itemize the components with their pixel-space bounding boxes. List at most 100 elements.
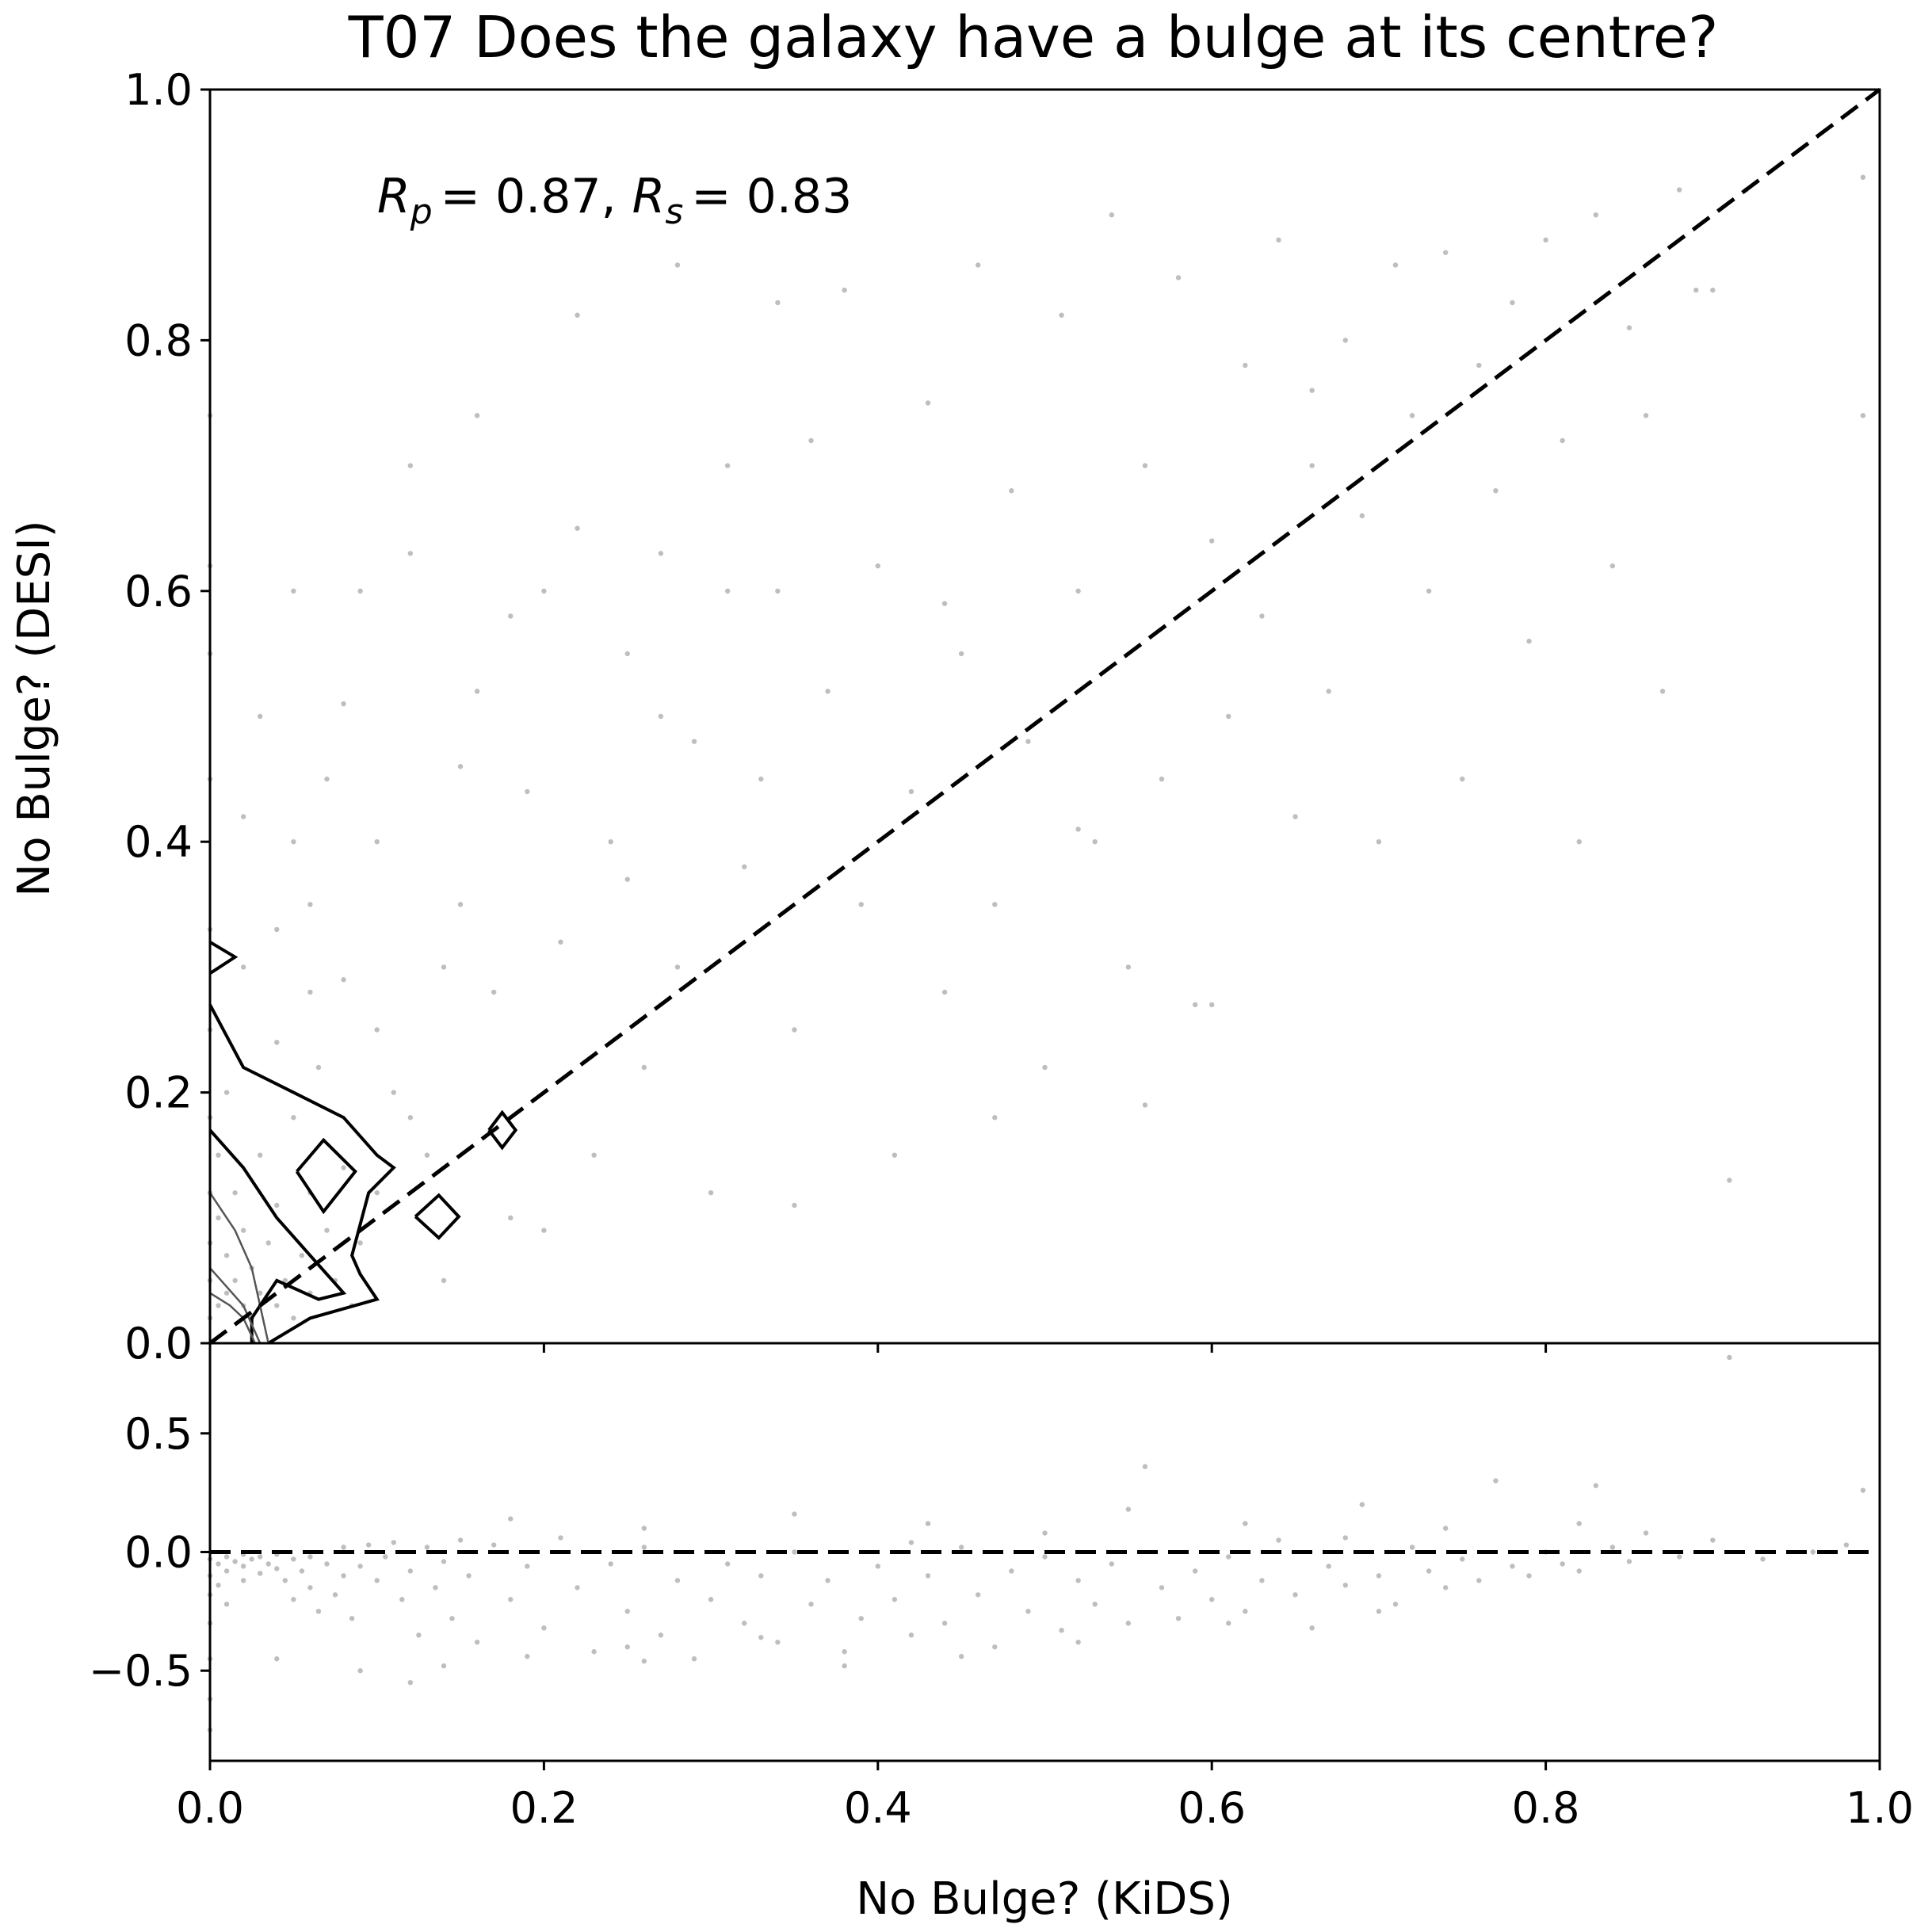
- scatter-point: [374, 839, 380, 845]
- scatter-point: [1326, 689, 1331, 694]
- density-contour: [208, 1003, 396, 1345]
- scatter-point: [641, 1064, 647, 1071]
- scatter-point: [1626, 325, 1632, 330]
- scatter-point: [474, 413, 480, 418]
- scatter-point: [958, 651, 964, 657]
- scatter-point: [291, 839, 296, 845]
- residual-point: [274, 1566, 280, 1571]
- residual-point: [416, 1632, 422, 1638]
- scatter-point: [291, 588, 296, 594]
- residual-point: [223, 1568, 230, 1574]
- residual-point: [641, 1659, 647, 1664]
- residual-point: [508, 1597, 514, 1602]
- scatter-point: [1109, 212, 1114, 218]
- scatter-point: [1376, 839, 1382, 845]
- scatter-point: [240, 814, 246, 819]
- scatter-point: [925, 400, 931, 406]
- residual-point: [842, 1649, 847, 1655]
- scatter-point: [1609, 563, 1616, 569]
- residual-point: [223, 1554, 230, 1560]
- correlation-annotation: Rp = 0.87, Rs = 0.83: [377, 169, 852, 232]
- residual-point: [742, 1621, 747, 1626]
- residual-point: [976, 1592, 981, 1598]
- scatter-point: [299, 1253, 305, 1258]
- residual-point: [958, 1544, 964, 1550]
- residual-point: [1259, 1578, 1265, 1583]
- residual-point: [474, 1640, 480, 1645]
- residual-point: [541, 1625, 547, 1631]
- residual-point: [724, 1561, 731, 1567]
- residual-point: [1643, 1530, 1649, 1536]
- rp-symbol: R: [377, 169, 410, 224]
- residual-point: [391, 1540, 396, 1545]
- residual-point: [1009, 1568, 1014, 1574]
- scatter-point: [407, 1115, 414, 1121]
- main-y-ticks: 0.0 0.2 0.4 0.6 0.8 1.0: [124, 65, 210, 1369]
- scatter-point: [808, 437, 814, 444]
- scatter-point: [541, 588, 547, 594]
- scatter-point: [1659, 689, 1666, 694]
- residual-point: [1075, 1578, 1081, 1583]
- residual-point: [1359, 1502, 1365, 1507]
- residual-point: [1109, 1561, 1114, 1567]
- scatter-point: [391, 1090, 396, 1095]
- residual-point: [1442, 1525, 1449, 1531]
- scatter-point: [1309, 463, 1315, 468]
- scatter-point: [315, 1064, 322, 1071]
- residual-point: [1075, 1640, 1081, 1645]
- residual-point: [925, 1573, 931, 1579]
- residual-point: [341, 1544, 346, 1550]
- residual-point: [641, 1525, 647, 1531]
- residual-point: [1526, 1573, 1532, 1579]
- residual-y-tick-label: 0.5: [124, 1409, 193, 1459]
- residual-point: [775, 1640, 781, 1645]
- residual-point: [1376, 1573, 1382, 1579]
- scatter-point: [724, 463, 731, 468]
- rs-subscript: s: [665, 192, 683, 232]
- residual-point: [508, 1516, 514, 1522]
- scatter-point: [941, 989, 948, 995]
- scatter-point: [792, 1027, 797, 1033]
- rs-value: = 0.83: [691, 169, 852, 224]
- scatter-point: [1359, 513, 1365, 519]
- residual-point: [1243, 1609, 1248, 1614]
- chart-title: T07 Does the galaxy have a bulge at its …: [348, 4, 1719, 71]
- scatter-point: [941, 601, 948, 606]
- residual-point: [1342, 1535, 1348, 1541]
- residual-point: [383, 1554, 388, 1560]
- residual-point: [433, 1585, 438, 1590]
- residual-point: [299, 1568, 305, 1574]
- residual-point: [240, 1564, 246, 1569]
- residual-point: [349, 1616, 355, 1621]
- residual-point: [341, 1573, 346, 1579]
- residual-point: [1175, 1616, 1182, 1621]
- scatter-point: [624, 651, 630, 657]
- scatter-point: [691, 739, 697, 744]
- residual-point: [842, 1663, 847, 1669]
- y-tick-label: 0.4: [124, 817, 193, 867]
- scatter-point: [1543, 237, 1548, 243]
- residual-point: [925, 1521, 931, 1526]
- residual-point: [674, 1578, 681, 1583]
- scatter-point: [1576, 839, 1582, 845]
- scatter-point: [1526, 638, 1532, 644]
- residual-point: [792, 1511, 797, 1517]
- residual-point: [258, 1554, 263, 1560]
- residual-point: [1226, 1621, 1231, 1626]
- x-tick-label: 1.0: [1846, 1783, 1914, 1833]
- residual-point: [1442, 1585, 1449, 1590]
- y-tick-label: 0.8: [124, 315, 193, 365]
- x-axis-label: No Bulge? (KiDS): [856, 1873, 1233, 1925]
- residual-point: [641, 1544, 647, 1550]
- scatter-point: [742, 864, 747, 870]
- residual-point: [441, 1559, 447, 1564]
- residual-point: [282, 1578, 288, 1583]
- residual-point: [758, 1573, 764, 1579]
- main-x-ticks: [208, 1343, 1881, 1353]
- residual-point: [291, 1597, 296, 1602]
- scatter-point: [374, 1027, 380, 1033]
- residual-point: [708, 1597, 714, 1602]
- scatter-point: [825, 689, 830, 694]
- residual-point: [1510, 1564, 1515, 1569]
